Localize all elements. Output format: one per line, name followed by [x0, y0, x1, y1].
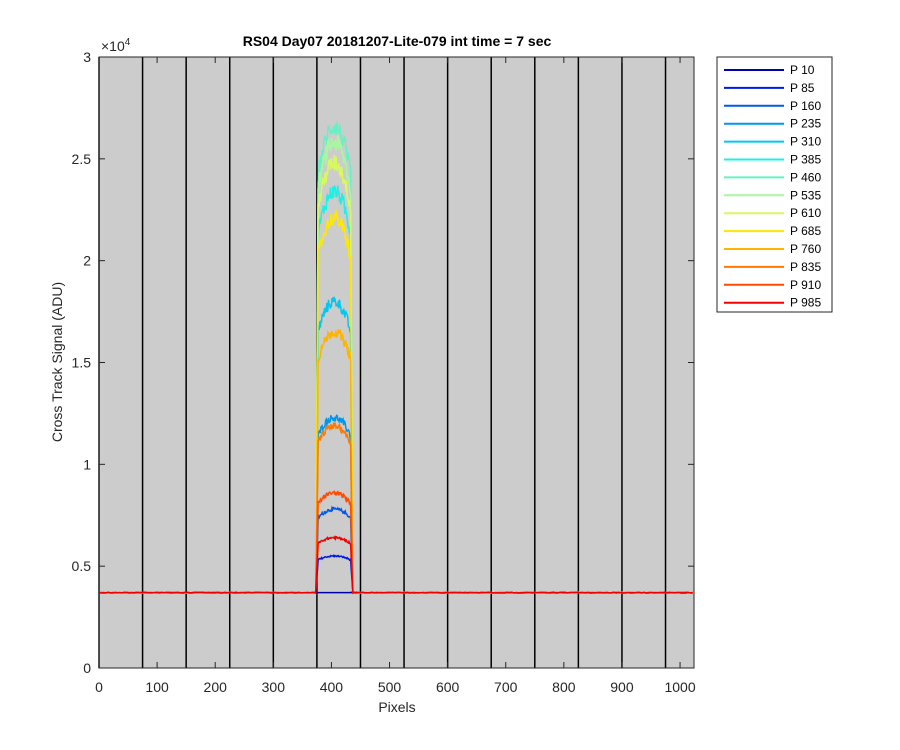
x-tick-label: 0	[95, 679, 103, 695]
legend-label: P 85	[790, 81, 815, 95]
legend: P 10 P 85 P 160 P 235 P 310 P 385 P 460 P 535 P …	[716, 56, 833, 313]
x-axis-label: Pixels	[378, 699, 415, 715]
legend-label: P 235	[790, 117, 821, 131]
x-tick-label: 400	[320, 679, 344, 695]
y-exponent-label: ×104	[101, 37, 131, 54]
x-tick-label: 600	[436, 679, 460, 695]
x-tick-label: 200	[204, 679, 228, 695]
series-line	[98, 535, 693, 595]
x-axis-ticks: 0 100 200 300 400 500 600 700 800 900 1000	[95, 57, 696, 695]
y-tick-label: 3	[83, 49, 91, 65]
legend-items: P 10 P 85 P 160 P 235 P 310 P 385 P 460 P 535 P …	[724, 63, 821, 310]
legend-label: P 385	[790, 153, 821, 167]
x-tick-label: 1000	[664, 679, 695, 695]
x-tick-label: 500	[378, 679, 402, 695]
chart-title: RS04 Day07 20181207-Lite-079 int time = …	[243, 33, 552, 49]
legend-label: P 310	[790, 135, 821, 149]
legend-label: P 160	[790, 99, 821, 113]
legend-label: P 760	[790, 242, 821, 256]
legend-label: P 985	[790, 296, 821, 310]
legend-label: P 10	[790, 63, 815, 77]
x-tick-label: 300	[262, 679, 286, 695]
y-tick-label: 1.5	[72, 355, 92, 371]
y-tick-label: 0	[83, 660, 91, 676]
legend-label: P 910	[790, 278, 821, 292]
legend-box	[716, 56, 833, 313]
y-tick-label: 1	[83, 456, 91, 472]
legend-label: P 835	[790, 260, 821, 274]
y-tick-label: 2.5	[72, 151, 92, 167]
y-axis-label: Cross Track Signal (ADU)	[49, 282, 65, 442]
legend-label: P 610	[790, 206, 821, 220]
y-axis-ticks: 0 0.5 1 1.5 2 2.5 3	[72, 49, 694, 676]
y-tick-label: 2	[83, 253, 91, 269]
plot-area	[99, 57, 694, 668]
x-tick-label: 800	[552, 679, 576, 695]
legend-label: P 685	[790, 224, 821, 238]
x-tick-label: 700	[494, 679, 518, 695]
y-tick-label: 0.5	[72, 558, 92, 574]
x-tick-label: 100	[145, 679, 169, 695]
legend-label: P 460	[790, 170, 821, 184]
y-exponent-power: 4	[125, 37, 131, 48]
series-lines	[98, 121, 693, 596]
y-exponent-base: ×10	[101, 38, 125, 54]
legend-label: P 535	[790, 188, 821, 202]
x-tick-label: 900	[610, 679, 634, 695]
